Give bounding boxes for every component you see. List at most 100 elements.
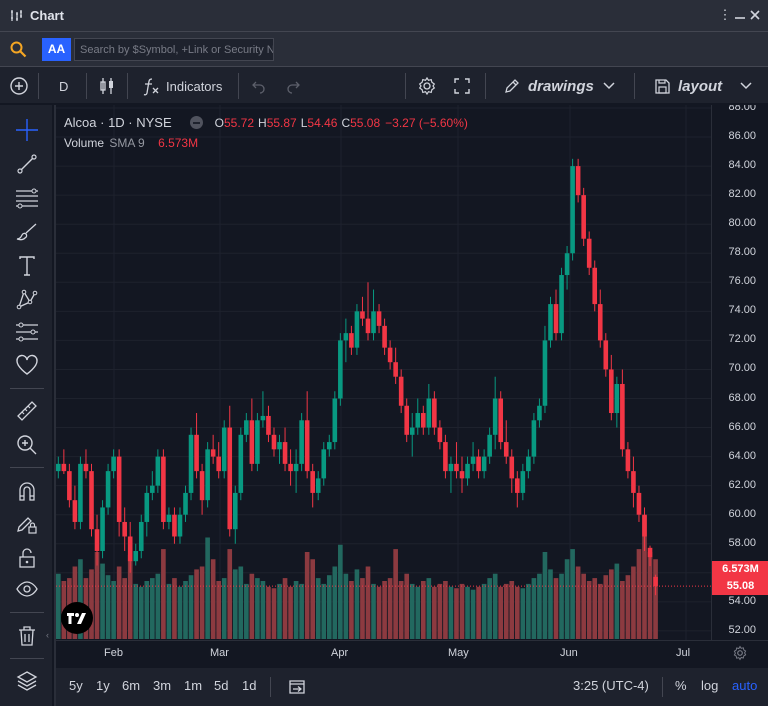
candle xyxy=(559,267,564,341)
date-range-icon[interactable] xyxy=(288,678,306,696)
percent-toggle[interactable]: % xyxy=(675,678,687,693)
volume-bar xyxy=(570,549,575,639)
settings-gear-icon[interactable] xyxy=(732,645,748,661)
low-label: L xyxy=(300,115,308,130)
hide-drawings-tool[interactable] xyxy=(14,577,40,603)
volume-bar xyxy=(288,586,293,639)
candle xyxy=(515,471,520,508)
candle xyxy=(625,442,631,479)
brush-icon xyxy=(16,223,37,241)
candle xyxy=(244,413,249,443)
settings-button[interactable] xyxy=(417,67,437,105)
brush-tool[interactable] xyxy=(14,219,40,245)
price-axis-label: 68.00 xyxy=(728,391,756,404)
tv-logo-icon xyxy=(67,613,86,624)
auto-toggle[interactable]: auto xyxy=(732,678,758,693)
chart-type-button[interactable] xyxy=(99,67,115,105)
price-axis-label: 74.00 xyxy=(728,304,756,317)
volume-bar xyxy=(271,588,277,639)
candle xyxy=(586,231,592,276)
drawings-button[interactable]: drawings xyxy=(503,67,616,105)
candle xyxy=(609,354,614,421)
pattern-tool[interactable] xyxy=(14,286,40,312)
volume-bar xyxy=(161,549,166,639)
range-3m-button[interactable]: 3m xyxy=(153,678,172,693)
log-toggle[interactable]: log xyxy=(701,678,719,693)
undo-button[interactable] xyxy=(251,67,267,105)
candle xyxy=(266,405,271,443)
tradingview-logo[interactable] xyxy=(61,602,93,634)
magnet-tool[interactable] xyxy=(14,478,40,504)
lock-all-tool[interactable] xyxy=(14,545,40,571)
interval-button[interactable]: D xyxy=(59,78,69,94)
symbol-badge[interactable]: AA xyxy=(42,38,71,61)
function-icon xyxy=(143,78,159,96)
volume-bar xyxy=(172,578,177,639)
volume-bar xyxy=(426,578,432,639)
collapse-toolbar-icon[interactable]: ‹ xyxy=(46,630,49,640)
candle xyxy=(72,485,78,530)
chevron-down-icon xyxy=(740,82,752,90)
volume-bar xyxy=(177,586,183,639)
chart-pane[interactable]: Alcoa · 1D · NYSE O 55.72 H 55.87 L 54.46 C… xyxy=(56,105,711,640)
minimize-icon[interactable] xyxy=(731,6,749,24)
object-tree-tool[interactable] xyxy=(14,668,40,694)
add-symbol-button[interactable] xyxy=(9,67,29,105)
candle xyxy=(255,413,260,472)
candle xyxy=(271,427,277,457)
candle xyxy=(150,471,155,501)
minus-icon[interactable] xyxy=(189,116,203,129)
candle xyxy=(260,391,266,428)
price-axis[interactable]: 52.0054.0056.0058.0060.0062.0064.0066.00… xyxy=(711,105,768,640)
search-input[interactable] xyxy=(74,38,274,61)
search-icon[interactable] xyxy=(9,40,27,58)
volume-bar xyxy=(531,578,537,639)
candle xyxy=(232,485,238,544)
range-1m-button[interactable]: 1m xyxy=(184,678,203,693)
prediction-tool[interactable] xyxy=(14,319,40,345)
candle xyxy=(61,449,67,475)
candle xyxy=(415,398,421,435)
candle xyxy=(310,463,315,508)
fullscreen-icon xyxy=(454,78,470,94)
timezone-label[interactable]: 3:25 (UTC-4) xyxy=(573,678,649,693)
fib-tool[interactable] xyxy=(14,185,40,211)
indicators-button[interactable]: Indicators xyxy=(142,67,222,105)
volume-bar xyxy=(78,559,83,639)
candle xyxy=(78,456,83,530)
measure-tool[interactable] xyxy=(14,398,40,424)
crosshair-tool[interactable] xyxy=(14,117,40,143)
trend-line-tool[interactable] xyxy=(14,151,40,177)
range-5d-button[interactable]: 5d xyxy=(214,678,229,693)
lock-drawing-tool[interactable] xyxy=(14,511,40,537)
volume-bar xyxy=(409,583,415,639)
volume-bar xyxy=(404,573,410,639)
candle xyxy=(116,449,122,537)
menu-dots-icon[interactable]: ⋮ xyxy=(718,7,732,22)
candle xyxy=(454,442,459,479)
volume-bar xyxy=(553,578,559,639)
volume-bar xyxy=(631,566,636,639)
candle xyxy=(238,427,244,501)
volume-bar xyxy=(326,575,332,639)
candle xyxy=(426,383,432,435)
candle xyxy=(188,427,194,501)
layout-button[interactable]: layout xyxy=(654,67,753,105)
favorites-tool[interactable] xyxy=(14,352,40,378)
range-1d-button[interactable]: 1d xyxy=(242,678,257,693)
remove-drawings-tool[interactable] xyxy=(14,623,40,649)
close-icon[interactable] xyxy=(746,6,764,24)
redo-button[interactable] xyxy=(285,67,301,105)
price-chart[interactable] xyxy=(56,105,711,640)
time-axis-label: Feb xyxy=(104,647,123,659)
range-1y-button[interactable]: 1y xyxy=(96,678,110,693)
text-tool[interactable] xyxy=(14,253,40,279)
zoom-tool[interactable] xyxy=(14,432,40,458)
fullscreen-button[interactable] xyxy=(453,67,471,105)
volume-bar xyxy=(454,588,459,639)
candle xyxy=(459,456,465,493)
range-5y-button[interactable]: 5y xyxy=(69,678,83,693)
range-6m-button[interactable]: 6m xyxy=(122,678,141,693)
time-axis[interactable]: Feb Mar Apr May Jun Jul xyxy=(56,640,768,666)
volume-bar xyxy=(492,573,498,639)
